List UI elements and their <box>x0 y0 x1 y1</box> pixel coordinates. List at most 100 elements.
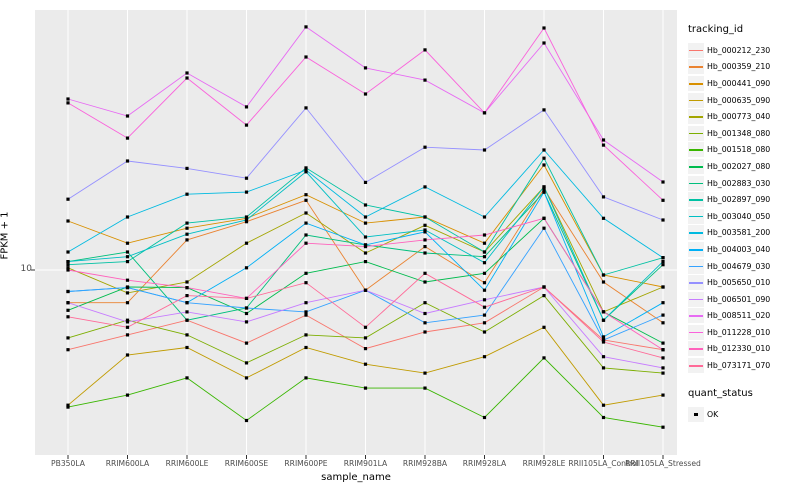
legend-key-box <box>688 42 704 58</box>
data-point-Hb_073171_070 <box>482 305 487 309</box>
data-point-Hb_004679_030 <box>482 313 487 317</box>
x-tick-label-RRIM600LA: RRIM600LA <box>105 459 150 468</box>
data-point-Hb_012330_010 <box>363 245 368 249</box>
x-tick-label-RRIM928LA: RRIM928LA <box>462 459 507 468</box>
legend-item-Hb_002883_030: Hb_002883_030 <box>688 175 798 192</box>
data-point-Hb_002897_090 <box>423 215 427 219</box>
legend-item-Hb_004003_040: Hb_004003_040 <box>688 241 798 258</box>
data-point-Hb_000635_090 <box>423 371 427 375</box>
legend-entries: Hb_000212_230 Hb_000359_210 Hb_000441_090 H… <box>688 42 798 374</box>
data-point-Hb_002883_030 <box>423 251 427 255</box>
data-point-Hb_008511_020 <box>542 41 546 45</box>
legend-item-label: Hb_000212_230 <box>707 45 771 55</box>
data-point-Hb_001348_080 <box>363 336 368 340</box>
data-point-Hb_000212_230 <box>482 321 487 325</box>
data-point-Hb_000635_090 <box>482 355 487 359</box>
data-point-Hb_001348_080 <box>542 294 546 298</box>
data-point-Hb_005650_010 <box>244 176 249 180</box>
legend-key-box <box>688 125 704 141</box>
legend-key-box <box>688 142 704 158</box>
data-point-Hb_002883_030 <box>482 255 487 259</box>
data-point-Hb_004679_030 <box>125 286 130 290</box>
data-point-Hb_002883_030 <box>661 263 665 267</box>
data-point-Hb_001348_080 <box>125 318 130 322</box>
x-tick-label-RRIM928BA: RRIM928BA <box>402 459 448 468</box>
data-point-Hb_011228_010 <box>601 143 606 147</box>
data-point-Hb_011228_010 <box>244 123 249 127</box>
legend-line-icon <box>689 215 703 218</box>
legend-line-icon <box>689 149 703 151</box>
data-point-Hb_002883_030 <box>185 318 189 322</box>
data-point-Hb_005650_010 <box>125 159 130 163</box>
x-tick-label-RRIM600LE: RRIM600LE <box>165 459 209 468</box>
data-point-Hb_000359_210 <box>125 301 130 305</box>
data-point-Hb_002897_090 <box>363 203 368 207</box>
data-point-Hb_000773_040 <box>66 266 70 270</box>
data-point-Hb_012330_010 <box>304 241 308 245</box>
data-point-Hb_000635_090 <box>601 403 606 407</box>
data-point-Hb_000773_040 <box>304 211 308 215</box>
legend-line-icon <box>689 348 703 351</box>
data-point-Hb_002027_080 <box>661 341 665 345</box>
data-point-Hb_000635_090 <box>125 353 130 357</box>
x-tick-label-RRIM928LE: RRIM928LE <box>522 459 566 468</box>
data-point-Hb_000441_090 <box>185 226 189 230</box>
legend-item-Hb_005650_010: Hb_005650_010 <box>688 274 798 291</box>
data-point-Hb_008511_020 <box>423 78 427 82</box>
data-point-Hb_001348_080 <box>661 371 665 375</box>
legend-line-icon <box>689 331 703 334</box>
data-point-Hb_073171_070 <box>125 325 130 329</box>
data-point-Hb_001348_080 <box>66 336 70 340</box>
data-point-Hb_002897_090 <box>601 273 606 277</box>
legend-key-box <box>688 109 704 125</box>
data-point-Hb_005650_010 <box>185 166 189 170</box>
legend-key-box <box>688 175 704 191</box>
data-point-Hb_073171_070 <box>244 296 249 300</box>
legend-item-label: Hb_004003_040 <box>707 244 771 254</box>
legend-item-label: Hb_001348_080 <box>707 128 771 138</box>
legend-line-icon <box>689 265 703 268</box>
data-point-Hb_008511_020 <box>661 180 665 184</box>
legend-item-Hb_004679_030: Hb_004679_030 <box>688 258 798 275</box>
data-point-Hb_000635_090 <box>661 393 665 397</box>
data-point-Hb_000773_040 <box>661 285 665 289</box>
data-point-Hb_003040_050 <box>542 185 546 189</box>
data-point-Hb_003040_050 <box>66 260 70 264</box>
data-point-Hb_008511_020 <box>66 97 70 101</box>
data-point-Hb_003581_200 <box>542 148 546 152</box>
data-point-Hb_008511_020 <box>244 105 249 109</box>
x-tick-label-RRII105LA_Control: RRII105LA_Control <box>568 459 639 468</box>
data-point-Hb_002897_090 <box>304 166 308 170</box>
data-point-Hb_011228_010 <box>542 26 546 30</box>
legend-key-box <box>688 225 704 241</box>
legend-key-box <box>688 59 704 75</box>
data-point-Hb_012330_010 <box>125 278 130 282</box>
data-point-Hb_000441_090 <box>363 221 368 225</box>
data-point-Hb_011228_010 <box>304 55 308 59</box>
legend-title-tracking-id: tracking_id <box>688 24 744 35</box>
data-point-Hb_001518_080 <box>66 405 70 409</box>
data-point-Hb_001518_080 <box>423 386 427 390</box>
legend-item-label: Hb_006501_090 <box>707 294 771 304</box>
data-point-Hb_008511_020 <box>363 66 368 70</box>
data-point-Hb_000359_210 <box>244 220 249 224</box>
legend-key-box <box>688 92 704 108</box>
data-point-Hb_003581_200 <box>661 256 665 260</box>
data-point-Hb_003040_050 <box>661 260 665 264</box>
data-point-Hb_006501_090 <box>363 288 368 292</box>
data-point-Hb_001518_080 <box>363 386 368 390</box>
data-point-Hb_001348_080 <box>423 301 427 305</box>
data-point-Hb_011228_010 <box>423 48 427 52</box>
legend-key-box <box>688 75 704 91</box>
data-point-Hb_005650_010 <box>363 180 368 184</box>
x-tick-label-RRII105LA_Stressed: RRII105LA_Stressed <box>625 459 701 468</box>
legend-item-label: Hb_003581_200 <box>707 228 771 238</box>
legend-item-Hb_011228_010: Hb_011228_010 <box>688 324 798 341</box>
data-point-Hb_005650_010 <box>601 195 606 199</box>
data-point-Hb_000441_090 <box>66 219 70 223</box>
legend-line-icon <box>689 315 703 317</box>
legend-item-label: OK <box>707 409 719 419</box>
data-point-Hb_002897_090 <box>66 263 70 267</box>
data-point-Hb_000212_230 <box>244 341 249 345</box>
legend-item-Hb_000635_090: Hb_000635_090 <box>688 92 798 109</box>
